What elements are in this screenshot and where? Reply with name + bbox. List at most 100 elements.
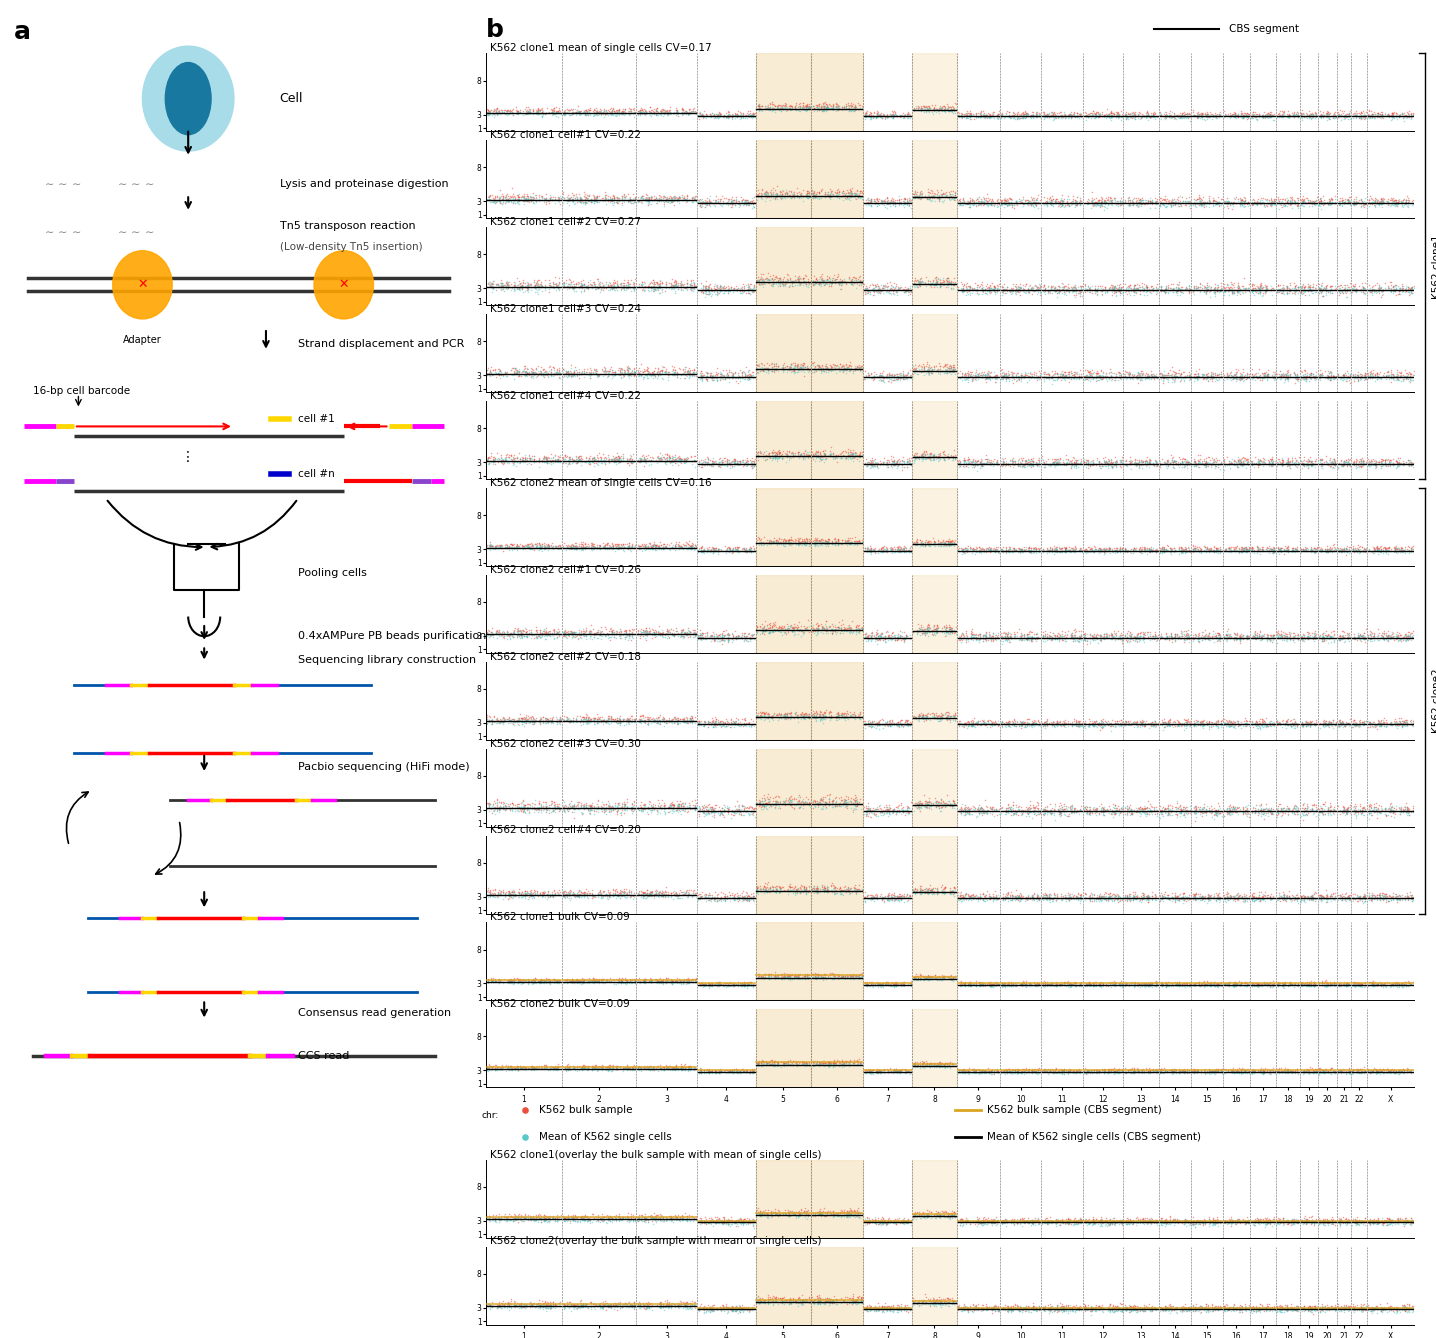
Point — [1179, 110, 1202, 131]
Point — [727, 795, 750, 816]
Point — [547, 448, 570, 470]
Point — [952, 456, 975, 478]
Point — [1318, 541, 1341, 562]
Point — [1178, 191, 1200, 213]
Point — [735, 888, 758, 910]
Point — [704, 539, 727, 561]
Point — [1393, 104, 1416, 126]
Point — [602, 448, 625, 470]
Point — [1114, 1057, 1137, 1078]
Point — [869, 454, 892, 475]
Point — [1066, 628, 1088, 649]
Point — [793, 705, 816, 727]
Point — [1018, 280, 1041, 301]
Point — [919, 621, 942, 642]
Point — [1146, 277, 1169, 298]
Point — [1122, 278, 1144, 300]
Point — [974, 539, 997, 561]
Point — [752, 1204, 775, 1226]
Point — [708, 538, 731, 559]
Point — [952, 104, 975, 126]
Point — [717, 278, 740, 300]
Point — [1393, 1299, 1416, 1321]
Point — [503, 882, 526, 903]
Point — [521, 535, 544, 557]
Point — [1294, 974, 1317, 995]
Point — [757, 788, 780, 809]
Point — [808, 701, 831, 723]
Point — [943, 447, 966, 468]
Point — [788, 274, 811, 296]
Point — [857, 797, 880, 819]
Point — [563, 274, 586, 296]
Point — [841, 1053, 864, 1074]
Point — [887, 541, 910, 562]
Point — [1057, 1208, 1080, 1230]
Point — [523, 796, 546, 818]
Point — [1103, 189, 1126, 210]
Point — [885, 974, 908, 995]
Point — [576, 1206, 599, 1227]
Point — [1313, 626, 1335, 648]
Point — [880, 803, 903, 824]
Point — [801, 797, 824, 819]
Point — [972, 104, 995, 126]
Point — [1234, 974, 1256, 995]
Point — [526, 270, 549, 292]
Point — [801, 791, 824, 812]
Point — [984, 628, 1007, 649]
Point — [586, 1058, 609, 1080]
Point — [836, 702, 859, 724]
Point — [583, 622, 606, 644]
Point — [1149, 1212, 1172, 1234]
Point — [1335, 541, 1358, 562]
Point — [794, 1052, 817, 1073]
Point — [1041, 367, 1064, 388]
Point — [534, 1295, 557, 1317]
Point — [661, 1207, 684, 1228]
Point — [1271, 451, 1294, 472]
Point — [791, 1290, 814, 1311]
Point — [1099, 714, 1122, 736]
Point — [1318, 886, 1341, 907]
Point — [1344, 280, 1367, 301]
Point — [1377, 1208, 1400, 1230]
Point — [640, 535, 663, 557]
Point — [1096, 714, 1119, 736]
Point — [821, 1290, 844, 1311]
Point — [728, 973, 751, 994]
Point — [1045, 189, 1068, 210]
Point — [1218, 803, 1241, 824]
Point — [1290, 541, 1313, 562]
Point — [781, 963, 804, 985]
Point — [1386, 1210, 1409, 1231]
Point — [612, 535, 635, 557]
Point — [1091, 628, 1114, 649]
Point — [952, 538, 975, 559]
Point — [991, 539, 1014, 561]
Point — [1048, 1210, 1071, 1231]
Point — [1068, 625, 1091, 646]
Point — [1178, 537, 1200, 558]
Point — [563, 276, 586, 297]
Point — [910, 882, 933, 903]
Point — [1078, 975, 1101, 997]
Point — [521, 1294, 544, 1315]
Point — [695, 107, 718, 128]
Point — [811, 533, 834, 554]
Point — [610, 971, 633, 993]
Point — [482, 969, 505, 990]
Point — [1236, 1210, 1259, 1231]
Point — [691, 800, 714, 822]
Point — [796, 273, 819, 294]
Point — [1093, 886, 1116, 907]
Point — [839, 360, 862, 381]
Point — [1328, 103, 1351, 124]
Point — [931, 1293, 954, 1314]
Point — [1133, 538, 1156, 559]
Point — [691, 365, 714, 387]
Point — [547, 367, 570, 388]
Point — [729, 1214, 752, 1235]
Point — [969, 193, 992, 214]
Point — [1060, 456, 1083, 478]
